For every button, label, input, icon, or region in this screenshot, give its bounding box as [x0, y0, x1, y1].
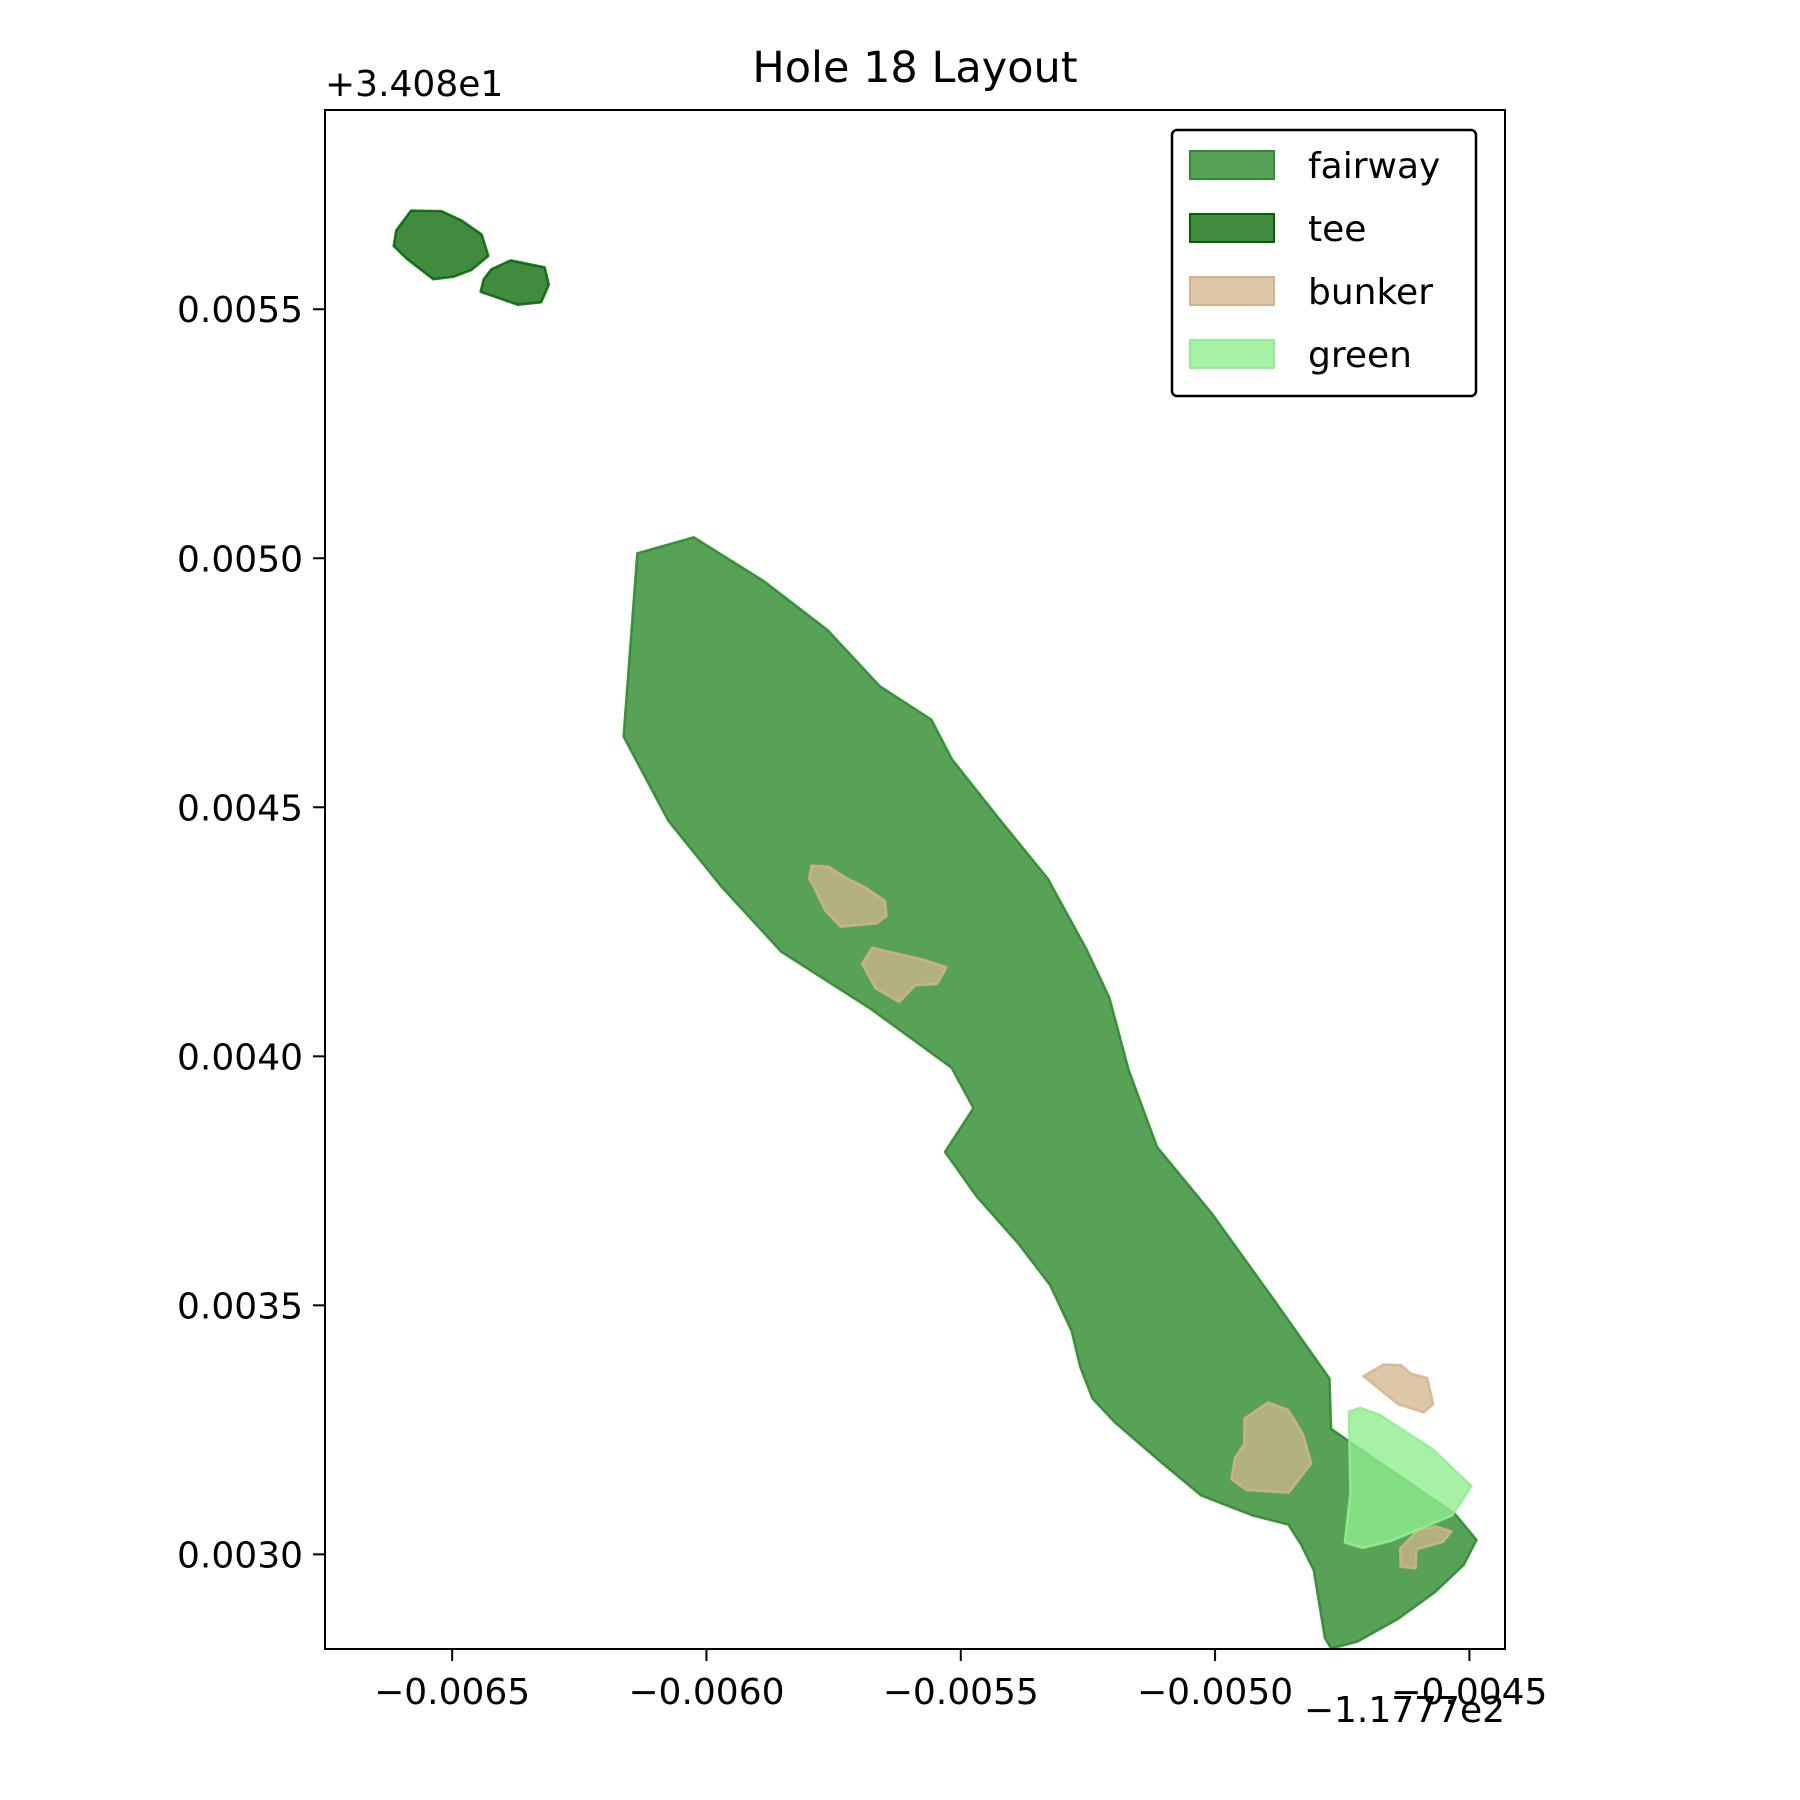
bunker-polygon-4: [1362, 1363, 1435, 1414]
chart-title: Hole 18 Layout: [752, 43, 1077, 93]
legend-swatch-tee: [1189, 213, 1275, 243]
x-tick-label: −0.0050: [1137, 1672, 1293, 1713]
x-tick-label: −0.0065: [374, 1672, 530, 1713]
tee-polygon-1: [392, 209, 490, 281]
y-tick-label: 0.0050: [177, 539, 303, 580]
bunker-polygon-1: [807, 864, 888, 929]
fairway-polygon-1: [622, 536, 1478, 1650]
bunker-polygon-3: [1230, 1401, 1313, 1494]
legend-label-green: green: [1308, 335, 1412, 376]
x-axis: −0.0065 −0.0060 −0.0055 −0.0050 −0.0045: [374, 1649, 1547, 1713]
y-tick-label: 0.0040: [177, 1037, 303, 1078]
bunker-polygon-2: [860, 946, 948, 1004]
plot-features: [392, 209, 1478, 1650]
y-axis: 0.0030 0.0035 0.0040 0.0045 0.0050 0.0055: [177, 290, 325, 1576]
y-tick-label: 0.0030: [177, 1535, 303, 1576]
y-offset-label: +3.408e1: [325, 64, 503, 105]
legend-box: [1170, 128, 1478, 398]
x-tick-label: −0.0045: [1391, 1672, 1547, 1713]
x-tick-label: −0.0055: [883, 1672, 1039, 1713]
legend-label-tee: tee: [1308, 209, 1366, 250]
y-tick-label: 0.0045: [177, 788, 303, 829]
legend-label-bunker: bunker: [1308, 272, 1433, 313]
legend: fairway tee bunker green: [1170, 128, 1478, 398]
legend-swatch-fairway: [1189, 150, 1275, 180]
legend-label-fairway: fairway: [1308, 146, 1440, 187]
y-tick-label: 0.0035: [177, 1286, 303, 1327]
tee-polygon-2: [479, 259, 551, 306]
legend-swatch-bunker: [1189, 276, 1275, 306]
y-tick-label: 0.0055: [177, 290, 303, 331]
x-offset-label: −1.1777e2: [1304, 1690, 1505, 1731]
legend-swatch-green: [1189, 339, 1275, 369]
green-polygon-1: [1343, 1406, 1473, 1550]
x-tick-label: −0.0060: [628, 1672, 784, 1713]
plot-frame: [324, 109, 1506, 1650]
